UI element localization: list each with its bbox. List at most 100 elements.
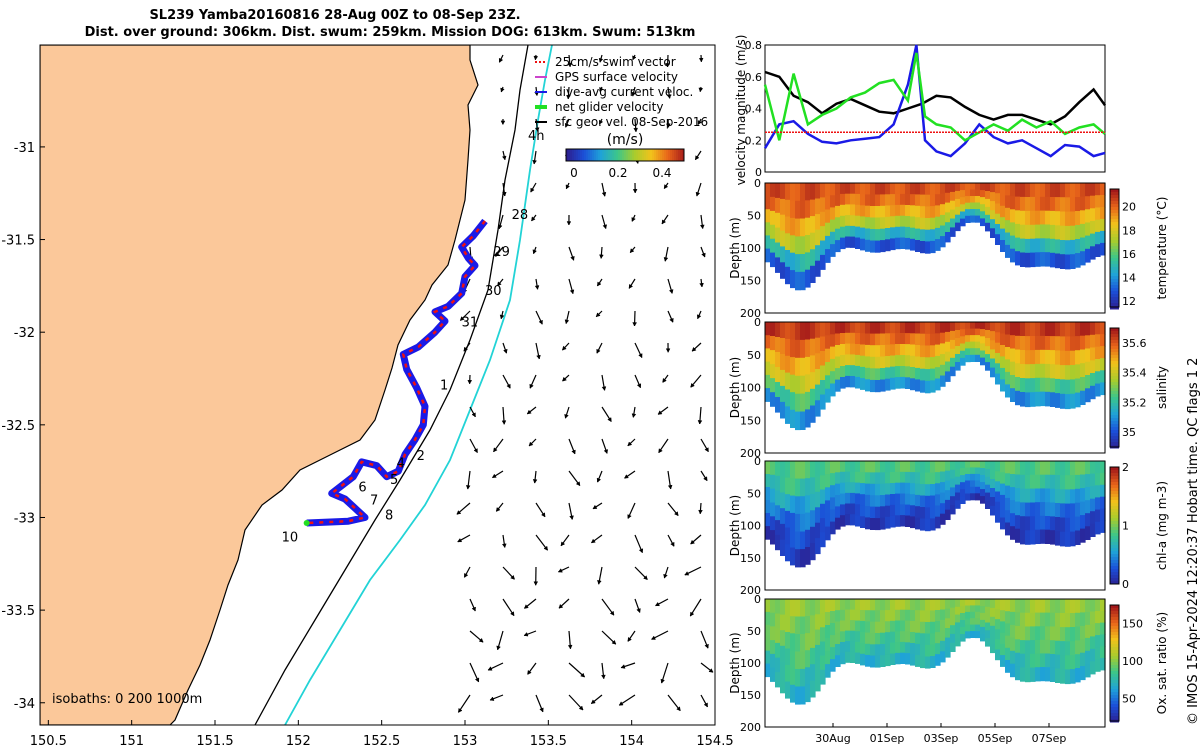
depth-heatmap-cell	[925, 194, 931, 207]
depth-colorbar-segment	[1110, 566, 1119, 570]
depth-heatmap-cell	[855, 461, 861, 473]
depth-heatmap-cell	[770, 392, 776, 407]
depth-heatmap-cell	[950, 461, 956, 471]
depth-colorbar-segment	[1110, 192, 1119, 196]
velocity-arrow-head	[539, 707, 544, 713]
depth-heatmap-cell	[1030, 350, 1036, 365]
depth-heatmap-cell	[845, 236, 851, 248]
depth-heatmap-cell	[920, 229, 926, 242]
depth-heatmap-cell	[785, 372, 791, 391]
depth-heatmap-cell	[770, 626, 776, 641]
map-colorbar-segment	[674, 149, 677, 161]
depth-heatmap-cell	[1020, 516, 1026, 531]
time-x-tick-label: 03Sep	[924, 732, 959, 745]
velocity-arrow-head	[558, 603, 564, 609]
depth-heatmap-cell	[1010, 526, 1016, 540]
depth-heatmap-cell	[910, 216, 916, 229]
depth-heatmap-cell	[765, 374, 771, 389]
depth-heatmap-cell	[895, 642, 901, 654]
depth-heatmap-cell	[1020, 474, 1026, 490]
depth-heatmap-cell	[920, 472, 926, 485]
depth-heatmap-cell	[765, 513, 771, 527]
depth-heatmap-cell	[890, 642, 896, 655]
depth-heatmap-cell	[975, 183, 981, 191]
depth-heatmap-cell	[1020, 599, 1026, 614]
depth-heatmap-cell	[910, 654, 916, 666]
depth-heatmap-cell	[1005, 647, 1011, 661]
depth-colorbar-segment	[1110, 617, 1119, 621]
depth-heatmap-cell	[1095, 231, 1101, 245]
depth-heatmap-cell	[1020, 336, 1026, 351]
depth-heatmap-cell	[775, 337, 781, 353]
depth-heatmap-cell	[790, 650, 796, 669]
velocity-arrow-head	[571, 449, 576, 455]
depth-heatmap-cell	[820, 655, 826, 671]
depth-heatmap-cell	[830, 611, 836, 624]
depth-heatmap-cell	[1065, 379, 1071, 395]
map-colorbar-frame	[565, 148, 685, 162]
depth-colorbar-segment	[1110, 343, 1119, 347]
depth-heatmap-cell	[1010, 183, 1016, 197]
depth-heatmap-cell	[860, 238, 866, 251]
track-day-label: 2	[417, 449, 425, 464]
depth-colorbar-segment	[1110, 276, 1119, 280]
depth-heatmap-cell	[835, 322, 841, 335]
depth-heatmap-cell	[805, 633, 811, 651]
depth-heatmap-cell	[775, 628, 781, 644]
depth-heatmap-cell	[920, 599, 926, 611]
depth-heatmap-cell	[810, 526, 816, 544]
depth-heatmap-cell	[815, 322, 821, 339]
depth-heatmap-cell	[765, 322, 771, 336]
depth-heatmap-cell	[1060, 240, 1066, 255]
depth-heatmap-cell	[1025, 626, 1031, 641]
depth-heatmap-cell	[995, 224, 1001, 235]
depth-colorbar-segment	[1110, 578, 1119, 582]
depth-heatmap-cell	[1020, 612, 1026, 627]
depth-heatmap-cell	[885, 378, 891, 391]
depth-heatmap-cell	[905, 216, 911, 228]
depth-heatmap-cell	[1010, 513, 1016, 527]
depth-heatmap-cell	[910, 461, 916, 473]
depth-heatmap-cell	[795, 686, 801, 705]
depth-colorbar-segment	[1110, 695, 1119, 699]
depth-heatmap-cell	[845, 514, 851, 526]
depth-colorbar-tick-label: 50	[1122, 693, 1136, 706]
depth-heatmap-cell	[890, 183, 896, 195]
velocity-arrow-head	[697, 120, 702, 125]
depth-heatmap-cell	[1075, 474, 1081, 490]
depth-heatmap-cell	[775, 613, 781, 629]
depth-heatmap-cell	[865, 506, 871, 518]
depth-heatmap-cell	[990, 634, 996, 645]
depth-heatmap-cell	[1020, 183, 1026, 198]
depth-heatmap-cell	[980, 496, 986, 504]
depth-heatmap-cell	[1005, 371, 1011, 385]
depth-colorbar-segment	[1110, 518, 1119, 522]
depth-heatmap-cell	[1020, 196, 1026, 212]
depth-heatmap-cell	[1010, 461, 1016, 475]
depth-heatmap-cell	[860, 355, 866, 368]
depth-heatmap-cell	[975, 493, 981, 501]
depth-heatmap-cell	[835, 205, 841, 218]
depth-heatmap-cell	[900, 493, 906, 505]
depth-heatmap-cell	[950, 505, 956, 515]
velocity-arrow-head	[501, 155, 507, 161]
depth-heatmap-cell	[935, 378, 941, 391]
depth-heatmap-cell	[980, 190, 986, 198]
depth-heatmap-cell	[960, 599, 966, 607]
depth-heatmap-cell	[775, 197, 781, 214]
depth-colorbar-segment	[1110, 297, 1119, 301]
depth-heatmap-cell	[980, 482, 986, 490]
depth-heatmap-cell	[880, 495, 886, 507]
depth-heatmap-cell	[1040, 183, 1046, 198]
depth-colorbar-segment	[1110, 488, 1119, 492]
depth-heatmap-cell	[985, 599, 991, 608]
depth-heatmap-cell	[1080, 349, 1086, 364]
velocity-arrow-head	[602, 224, 608, 230]
depth-heatmap-cell	[1080, 639, 1086, 654]
depth-heatmap-cell	[950, 478, 956, 488]
depth-heatmap-cell	[990, 192, 996, 202]
depth-heatmap-cell	[765, 235, 771, 250]
depth-heatmap-cell	[870, 333, 876, 346]
depth-heatmap-cell	[840, 322, 846, 334]
depth-heatmap-cell	[790, 478, 796, 497]
